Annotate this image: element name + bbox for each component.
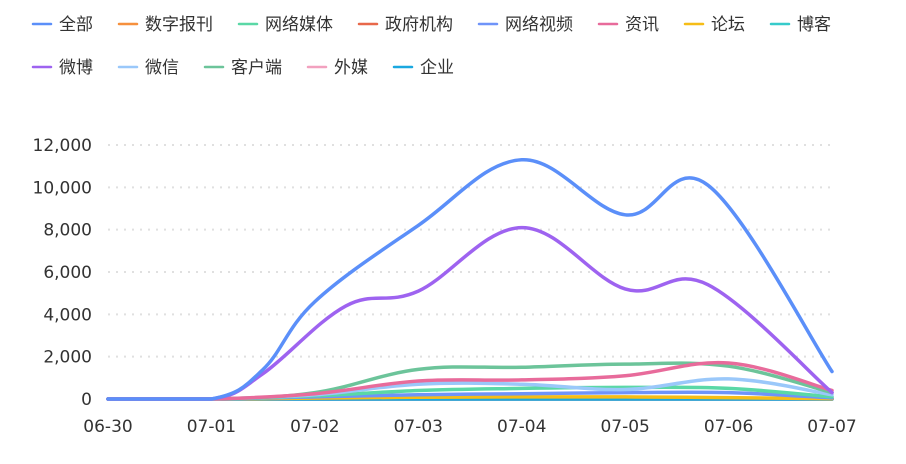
legend-label: 微博 <box>59 58 93 78</box>
y-tick-label: 0 <box>81 390 92 410</box>
legend-label: 资讯 <box>625 15 659 35</box>
x-axis: 06-30 07-01 07-02 07-03 07-04 07-05 07-06 07-07 <box>83 417 856 437</box>
legend-item[interactable]: 客户端 <box>203 58 282 78</box>
legend-item[interactable]: 数字报刊 <box>117 15 213 35</box>
legend-label: 数字报刊 <box>145 15 213 35</box>
legend-item[interactable]: 微信 <box>117 58 179 78</box>
legend-item[interactable]: 外媒 <box>306 58 368 78</box>
series-line <box>106 158 834 401</box>
y-tick-label: 12,000 <box>33 136 92 156</box>
legend-label: 博客 <box>797 15 831 35</box>
legend-item[interactable]: 微博 <box>31 58 93 78</box>
legend-label: 网络视频 <box>505 15 573 35</box>
legend-item[interactable]: 论坛 <box>683 15 745 35</box>
legend-label: 企业 <box>420 58 454 78</box>
x-tick-label: 07-05 <box>600 417 649 437</box>
legend-label: 政府机构 <box>385 15 453 35</box>
series-line <box>106 360 834 401</box>
legend-label: 论坛 <box>711 15 745 35</box>
y-axis: 0 2,000 4,000 6,000 8,000 10,000 12,000 <box>33 136 92 410</box>
x-tick-label: 07-03 <box>394 417 443 437</box>
y-tick-label: 4,000 <box>43 305 92 325</box>
legend-item[interactable]: 网络视频 <box>477 15 573 35</box>
legend-label: 客户端 <box>231 58 282 78</box>
legend-label: 微信 <box>145 58 179 78</box>
x-tick-label: 07-04 <box>497 417 546 437</box>
legend-label: 外媒 <box>334 58 368 78</box>
x-tick-label: 07-02 <box>290 417 339 437</box>
y-tick-label: 2,000 <box>43 348 92 368</box>
legend-item[interactable]: 资讯 <box>597 15 659 35</box>
y-tick-label: 6,000 <box>43 263 92 283</box>
x-tick-label: 07-01 <box>187 417 236 437</box>
x-tick-label: 07-07 <box>807 417 856 437</box>
legend-item[interactable]: 政府机构 <box>357 15 453 35</box>
legend-label: 全部 <box>59 15 93 35</box>
legend-item[interactable]: 博客 <box>769 15 831 35</box>
series-lines <box>106 158 834 401</box>
legend-label: 网络媒体 <box>265 15 333 35</box>
x-tick-label: 06-30 <box>83 417 132 437</box>
legend-item[interactable]: 网络媒体 <box>237 15 333 35</box>
grid <box>108 144 832 358</box>
y-tick-label: 8,000 <box>43 221 92 241</box>
y-tick-label: 10,000 <box>33 178 92 198</box>
x-tick-label: 07-06 <box>704 417 753 437</box>
legend-item[interactable]: 全部 <box>31 15 93 35</box>
series-line <box>106 225 834 401</box>
legend-item[interactable]: 企业 <box>392 58 454 78</box>
